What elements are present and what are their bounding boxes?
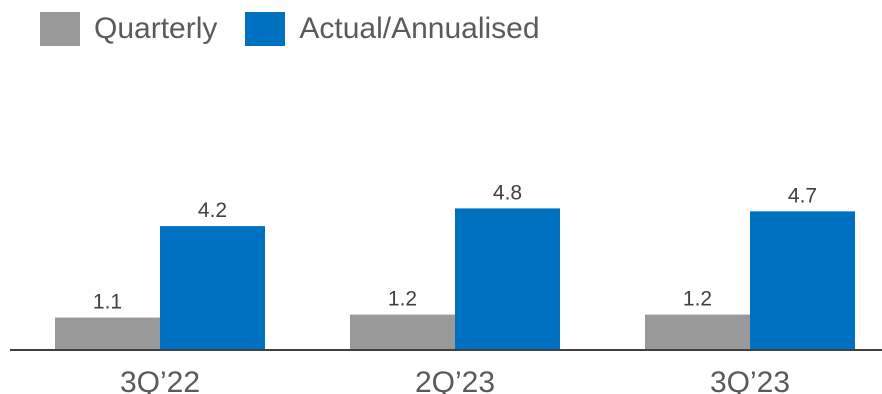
data-label-actual-annualised-3q-22: 4.2 <box>198 199 227 222</box>
data-label-quarterly-3q-23: 1.2 <box>683 288 712 311</box>
legend-swatch-quarterly <box>40 12 80 46</box>
legend-item-quarterly: Quarterly <box>40 12 217 46</box>
bar-actual-annualised-3q-23 <box>750 211 855 350</box>
bar-actual-annualised-3q-22 <box>160 226 265 350</box>
chart-legend: Quarterly Actual/Annualised <box>40 12 568 46</box>
data-label-actual-annualised-2q-23: 4.8 <box>493 181 522 204</box>
legend-swatch-actual-annualised <box>245 12 286 46</box>
bar-quarterly-2q-23 <box>350 314 455 350</box>
legend-label-actual-annualised: Actual/Annualised <box>299 12 540 45</box>
data-label-quarterly-3q-22: 1.1 <box>93 291 122 314</box>
legend-item-actual-annualised: Actual/Annualised <box>245 12 540 46</box>
x-tick-label-3q-23: 3Q’23 <box>710 366 790 394</box>
data-label-actual-annualised-3q-23: 4.7 <box>788 184 817 207</box>
data-label-quarterly-2q-23: 1.2 <box>388 288 417 311</box>
x-tick-label-2q-23: 2Q’23 <box>415 366 495 394</box>
bar-quarterly-3q-23 <box>645 314 750 350</box>
bar-actual-annualised-2q-23 <box>455 208 560 350</box>
x-tick-label-3q-22: 3Q’22 <box>120 366 200 394</box>
legend-label-quarterly: Quarterly <box>94 12 218 45</box>
bar-quarterly-3q-22 <box>55 317 160 350</box>
